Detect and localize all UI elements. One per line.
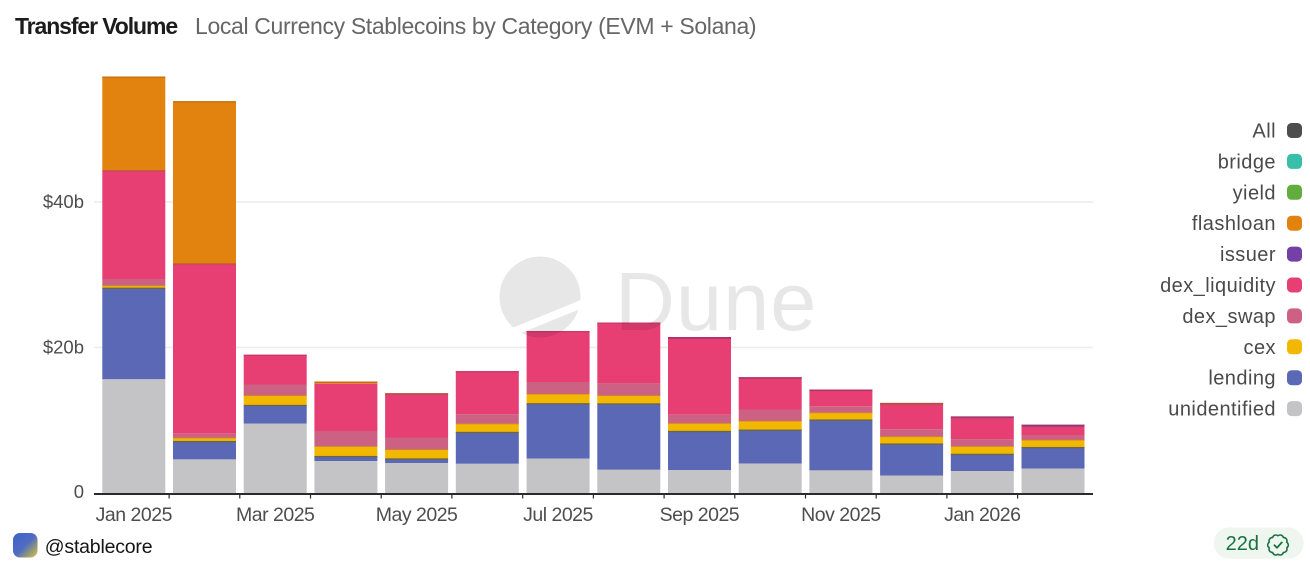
svg-text:@stablecore: @stablecore [45,536,153,558]
svg-text:All: All [1252,121,1276,143]
svg-text:Local Currency Stablecoins by: Local Currency Stablecoins by Category (… [195,13,756,39]
svg-text:22d: 22d [1226,533,1259,555]
svg-text:0: 0 [74,481,84,502]
svg-text:issuer: issuer [1220,244,1276,266]
svg-text:Transfer Volume: Transfer Volume [15,13,177,39]
svg-text:$40b: $40b [43,191,84,212]
svg-text:May 2025: May 2025 [376,504,458,526]
svg-text:Jan 2025: Jan 2025 [96,504,173,526]
svg-text:Dune: Dune [615,255,817,348]
svg-text:flashloan: flashloan [1192,213,1276,235]
svg-text:dex_liquidity: dex_liquidity [1160,275,1276,297]
svg-text:Nov 2025: Nov 2025 [801,504,881,526]
svg-text:yield: yield [1233,182,1276,204]
svg-text:lending: lending [1208,368,1276,390]
svg-text:Mar 2025: Mar 2025 [236,504,315,526]
svg-text:unidentified: unidentified [1168,399,1276,421]
svg-text:cex: cex [1244,337,1276,359]
svg-text:$20b: $20b [43,337,84,358]
svg-text:dex_swap: dex_swap [1182,306,1276,328]
svg-text:Jul 2025: Jul 2025 [523,504,593,526]
svg-text:Sep 2025: Sep 2025 [660,504,740,526]
svg-text:Jan 2026: Jan 2026 [944,504,1020,526]
svg-text:bridge: bridge [1218,151,1276,173]
